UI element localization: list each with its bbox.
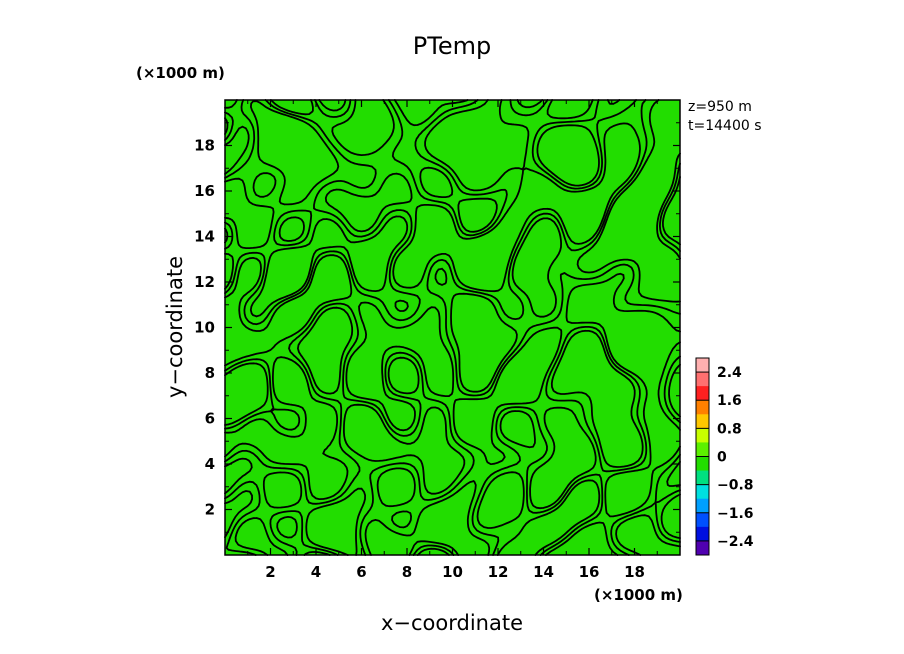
y-tick-label: 12 xyxy=(194,273,215,291)
colorbar-swatch xyxy=(696,456,709,471)
colorbar-swatch xyxy=(696,386,709,401)
y-tick-label: 2 xyxy=(205,501,215,519)
x-tick-label: 4 xyxy=(311,563,321,581)
x-tick-label: 12 xyxy=(488,563,509,581)
colorbar-swatch xyxy=(696,358,709,373)
x-tick-label: 16 xyxy=(579,563,600,581)
x-tick-label: 14 xyxy=(533,563,554,581)
info-line-height: z=950 m xyxy=(688,99,752,115)
colorbar-swatch xyxy=(696,498,709,514)
x-axis-label: x−coordinate xyxy=(381,611,523,635)
y-axis-label: y−coordinate xyxy=(163,256,187,398)
colorbar-label: 0.8 xyxy=(717,421,742,437)
colorbar: 2.4 1.6 0.8 0 −0.8 −1.6 −2.4 xyxy=(695,357,754,556)
y-tick-label: 6 xyxy=(205,410,215,428)
y-tick-label: 8 xyxy=(205,364,215,382)
colorbar-swatch xyxy=(696,470,709,486)
colorbar-swatch xyxy=(696,442,709,457)
y-unit-label: (×1000 m) xyxy=(136,64,225,82)
colorbar-label: 0 xyxy=(717,450,727,466)
x-axis-ticks: 2 4 6 8 10 12 14 16 18 xyxy=(247,100,658,581)
colorbar-swatch xyxy=(696,414,709,429)
chart-title: PTemp xyxy=(413,32,491,60)
y-tick-label: 4 xyxy=(205,455,215,473)
colorbar-swatch xyxy=(696,428,709,443)
y-tick-label: 16 xyxy=(194,182,215,200)
colorbar-label: −2.4 xyxy=(717,534,754,550)
x-tick-label: 2 xyxy=(265,563,275,581)
y-axis-ticks: 2 4 6 8 10 12 14 16 18 xyxy=(194,122,680,533)
x-tick-label: 6 xyxy=(356,563,366,581)
colorbar-swatch xyxy=(696,540,709,556)
colorbar-swatch xyxy=(696,484,709,500)
y-tick-label: 18 xyxy=(194,137,215,155)
x-tick-label: 10 xyxy=(442,563,463,581)
x-tick-label: 18 xyxy=(624,563,645,581)
colorbar-label: 2.4 xyxy=(717,365,742,381)
colorbar-swatch xyxy=(696,400,709,415)
colorbar-label: −0.8 xyxy=(717,478,754,494)
colorbar-label: 1.6 xyxy=(717,393,742,409)
info-line-time: t=14400 s xyxy=(688,118,762,134)
colorbar-label: −1.6 xyxy=(717,506,754,522)
x-tick-label: 8 xyxy=(402,563,412,581)
colorbar-swatch xyxy=(696,372,709,387)
y-tick-label: 10 xyxy=(194,319,215,337)
y-tick-label: 14 xyxy=(194,228,215,246)
x-unit-label: (×1000 m) xyxy=(594,586,683,604)
colorbar-swatch xyxy=(696,512,709,528)
colorbar-swatch xyxy=(696,526,709,542)
